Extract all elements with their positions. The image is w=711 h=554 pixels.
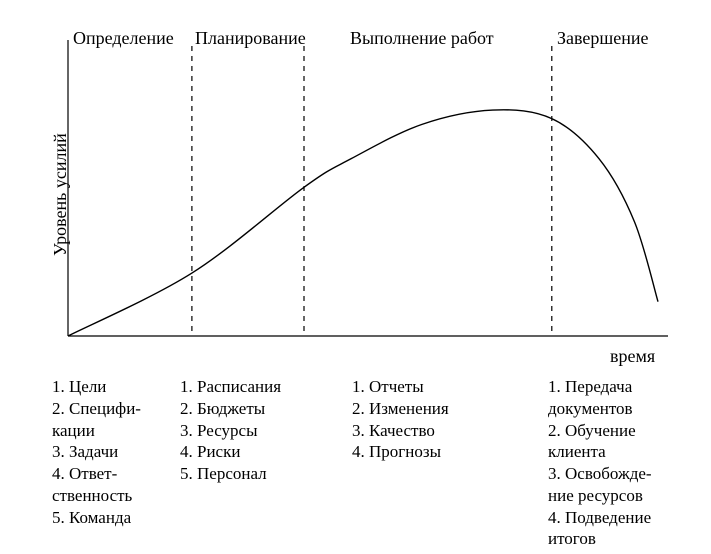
y-axis-label: Уровень усилий bbox=[50, 133, 71, 256]
list-item: клиента bbox=[548, 441, 652, 463]
list-item: ственность bbox=[52, 485, 141, 507]
list-item: ние ресурсов bbox=[548, 485, 652, 507]
list-item: 3. Освобожде- bbox=[548, 463, 652, 485]
list-item: 4. Прогнозы bbox=[352, 441, 449, 463]
list-item: итогов bbox=[548, 528, 652, 550]
phase-label: Выполнение работ bbox=[350, 28, 494, 49]
list-item: 2. Изменения bbox=[352, 398, 449, 420]
list-item: 5. Персонал bbox=[180, 463, 281, 485]
phase-task-list: 1. Расписания2. Бюджеты3. Ресурсы4. Риск… bbox=[180, 376, 281, 485]
phase-label: Планирование bbox=[195, 28, 306, 49]
diagram-canvas: Уровень усилий время Определение Планиров… bbox=[0, 0, 711, 554]
list-item: 3. Задачи bbox=[52, 441, 141, 463]
list-item: 1. Расписания bbox=[180, 376, 281, 398]
list-item: кации bbox=[52, 420, 141, 442]
list-item: 3. Качество bbox=[352, 420, 449, 442]
x-axis-label: время bbox=[610, 346, 655, 367]
list-item: 2. Специфи- bbox=[52, 398, 141, 420]
list-item: 1. Передача bbox=[548, 376, 652, 398]
phase-task-list: 1. Передачадокументов2. Обучениеклиента3… bbox=[548, 376, 652, 550]
list-item: 4. Подведение bbox=[548, 507, 652, 529]
list-item: документов bbox=[548, 398, 652, 420]
list-item: 4. Риски bbox=[180, 441, 281, 463]
list-item: 5. Команда bbox=[52, 507, 141, 529]
list-item: 2. Обучение bbox=[548, 420, 652, 442]
list-item: 1. Цели bbox=[52, 376, 141, 398]
phase-task-list: 1. Отчеты2. Изменения3. Качество4. Прогн… bbox=[352, 376, 449, 463]
list-item: 2. Бюджеты bbox=[180, 398, 281, 420]
phase-label: Определение bbox=[73, 28, 174, 49]
list-item: 4. Ответ- bbox=[52, 463, 141, 485]
phase-task-list: 1. Цели2. Специфи-кации3. Задачи4. Ответ… bbox=[52, 376, 141, 528]
phase-label: Завершение bbox=[557, 28, 649, 49]
list-item: 3. Ресурсы bbox=[180, 420, 281, 442]
list-item: 1. Отчеты bbox=[352, 376, 449, 398]
